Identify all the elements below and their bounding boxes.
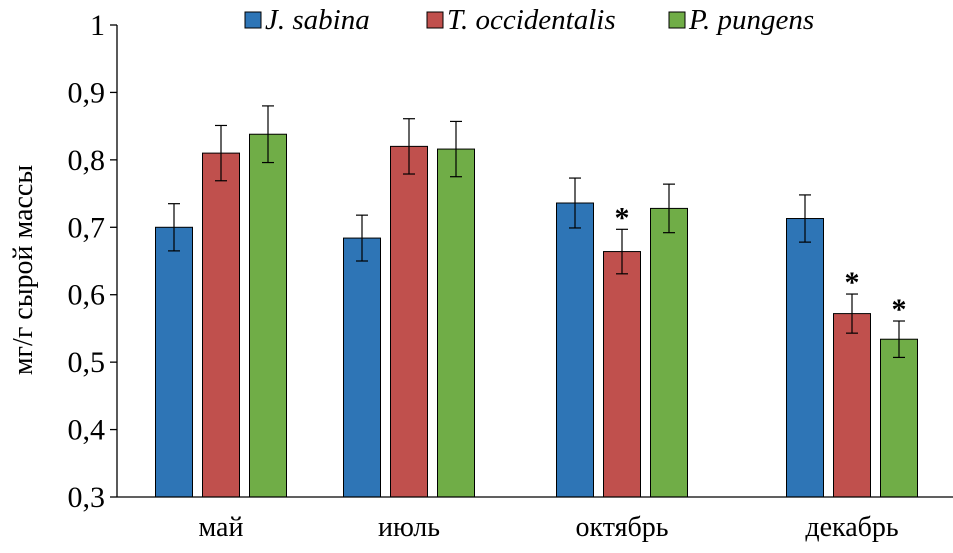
legend-swatch [668,11,686,29]
bar-p-pungens [437,148,475,498]
y-tick-label: 1 [90,9,105,42]
y-tick-label: 0,5 [68,346,106,379]
bar-t-occidentalis [833,313,871,498]
legend-swatch [426,11,444,29]
y-tick-label: 0,6 [68,279,106,312]
bars: * * * [155,105,918,498]
category-label: октябрь [576,512,669,543]
bar-t-occidentalis [603,251,641,498]
bar-p-pungens [249,133,287,498]
category-label: май [199,512,244,543]
legend-swatch [244,11,262,29]
x-axis: май июль октябрь декабрь [117,496,953,543]
y-axis: 0,3 0,4 0,5 0,6 0,7 0,8 0,9 1 [68,9,118,514]
bar-p-pungens [650,207,688,498]
bar-j-sabina [556,202,594,498]
y-tick-label: 0,4 [68,414,106,447]
bar-j-sabina [155,226,193,498]
y-tick-label: 0,8 [68,144,106,177]
category-label: июль [378,512,440,543]
legend-label: P. pungens [688,4,814,36]
legend-label: J. sabina [265,4,370,36]
legend-label: T. occidentalis [447,4,616,36]
bar-j-sabina [343,237,381,498]
bar-j-sabina [786,218,824,498]
y-tick-label: 0,7 [68,211,106,244]
bar-t-occidentalis [202,152,240,498]
legend: J. sabina T. occidentalis P. pungens [244,4,814,36]
bar-t-occidentalis [390,145,428,498]
category-label: декабрь [805,512,898,543]
significance-mark: * [615,201,630,234]
significance-mark: * [845,266,860,299]
bar-p-pungens [880,338,918,498]
y-tick-label: 0,3 [68,481,106,514]
y-tick-label: 0,9 [68,76,106,109]
y-axis-title: мг/г сырой массы [8,165,39,376]
significance-mark: * [892,293,907,326]
